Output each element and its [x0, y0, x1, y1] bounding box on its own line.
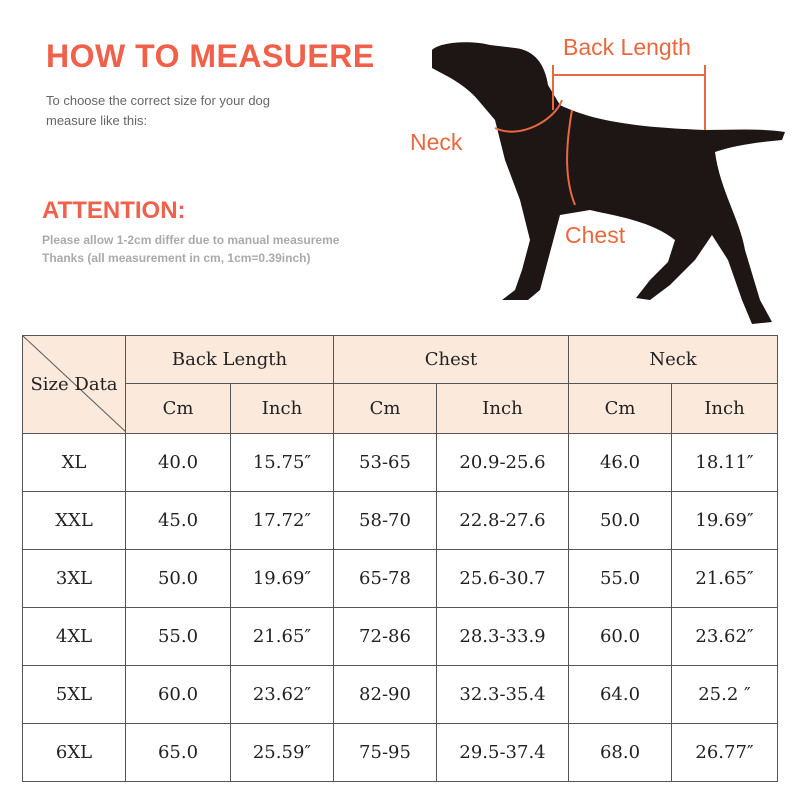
value-cell: 53-65	[333, 433, 437, 492]
value-cell: 26.77″	[670, 723, 779, 782]
value-cell: 19.69″	[670, 491, 779, 550]
size-cell: 4XL	[22, 607, 126, 666]
unit-header: Inch	[670, 383, 779, 434]
value-cell: 25.2 ″	[670, 665, 779, 724]
unit-header: Inch	[230, 383, 334, 434]
value-cell: 32.3-35.4	[436, 665, 569, 724]
value-cell: 72-86	[333, 607, 437, 666]
value-cell: 65-78	[333, 549, 437, 608]
value-cell: 50.0	[568, 491, 672, 550]
value-cell: 21.65″	[670, 549, 779, 608]
value-cell: 25.59″	[230, 723, 334, 782]
value-cell: 55.0	[568, 549, 672, 608]
measure-lines	[494, 65, 706, 206]
attention-title: ATTENTION:	[42, 197, 186, 224]
value-cell: 60.0	[125, 665, 231, 724]
value-cell: 19.69″	[230, 549, 334, 608]
note: Thanks (all measurement in cm, 1cm=0.39i…	[42, 251, 311, 265]
value-cell: 68.0	[568, 723, 672, 782]
size-table: Size Data Back Length Chest Neck Cm Inch C…	[22, 335, 779, 782]
size-cell: XL	[22, 433, 126, 492]
value-cell: 55.0	[125, 607, 231, 666]
value-cell: 25.6-30.7	[436, 549, 569, 608]
instruction: measure like this:	[46, 113, 148, 128]
table-row: 5XL 60.0 23.62″ 82-90 32.3-35.4 64.0 25.2 ″	[22, 665, 779, 724]
value-cell: 45.0	[125, 491, 231, 550]
value-cell: 40.0	[125, 433, 231, 492]
group-header: Back Length	[125, 335, 334, 384]
value-cell: 50.0	[125, 549, 231, 608]
value-cell: 64.0	[568, 665, 672, 724]
value-cell: 21.65″	[230, 607, 334, 666]
corner-cell: Size Data	[22, 335, 126, 434]
table-row: XL 40.0 15.75″ 53-65 20.9-25.6 46.0 18.11″	[22, 433, 779, 492]
table-row: 6XL 65.0 25.59″ 75-95 29.5-37.4 68.0 26.77″	[22, 723, 779, 782]
size-cell: 6XL	[22, 723, 126, 782]
value-cell: 23.62″	[230, 665, 334, 724]
value-cell: 46.0	[568, 433, 672, 492]
unit-header: Cm	[568, 383, 672, 434]
dog-diagram: Back Length Neck Chest	[410, 34, 785, 324]
value-cell: 58-70	[333, 491, 437, 550]
title: HOW TO MEASUERE	[46, 38, 375, 74]
value-cell: 18.11″	[670, 433, 779, 492]
size-cell: 5XL	[22, 665, 126, 724]
value-cell: 75-95	[333, 723, 437, 782]
unit-header: Inch	[436, 383, 569, 434]
diagram-label: Neck	[410, 129, 463, 155]
value-cell: 15.75″	[230, 433, 334, 492]
table-row: XXL 45.0 17.72″ 58-70 22.8-27.6 50.0 19.69″	[22, 491, 779, 550]
value-cell: 23.62″	[670, 607, 779, 666]
diagram-label: Back Length	[563, 34, 691, 60]
corner-label: Data	[74, 374, 118, 395]
value-cell: 65.0	[125, 723, 231, 782]
unit-header: Cm	[125, 383, 231, 434]
size-cell: 3XL	[22, 549, 126, 608]
dog-silhouette	[432, 42, 785, 324]
value-cell: 22.8-27.6	[436, 491, 569, 550]
value-cell: 29.5-37.4	[436, 723, 569, 782]
diagram-label: Chest	[565, 222, 626, 248]
unit-header: Cm	[333, 383, 437, 434]
corner-label: Size	[30, 374, 69, 395]
group-header: Chest	[333, 335, 569, 384]
size-cell: XXL	[22, 491, 126, 550]
value-cell: 60.0	[568, 607, 672, 666]
value-cell: 17.72″	[230, 491, 334, 550]
table-row: 4XL 55.0 21.65″ 72-86 28.3-33.9 60.0 23.62″	[22, 607, 779, 666]
value-cell: 20.9-25.6	[436, 433, 569, 492]
group-header: Neck	[567, 335, 779, 384]
note: Please allow 1-2cm differ due to manual …	[42, 233, 340, 247]
value-cell: 82-90	[333, 665, 437, 724]
value-cell: 28.3-33.9	[436, 607, 569, 666]
table-row: 3XL 50.0 19.69″ 65-78 25.6-30.7 55.0 21.65″	[22, 549, 779, 608]
instruction: To choose the correct size for your dog	[46, 93, 271, 108]
